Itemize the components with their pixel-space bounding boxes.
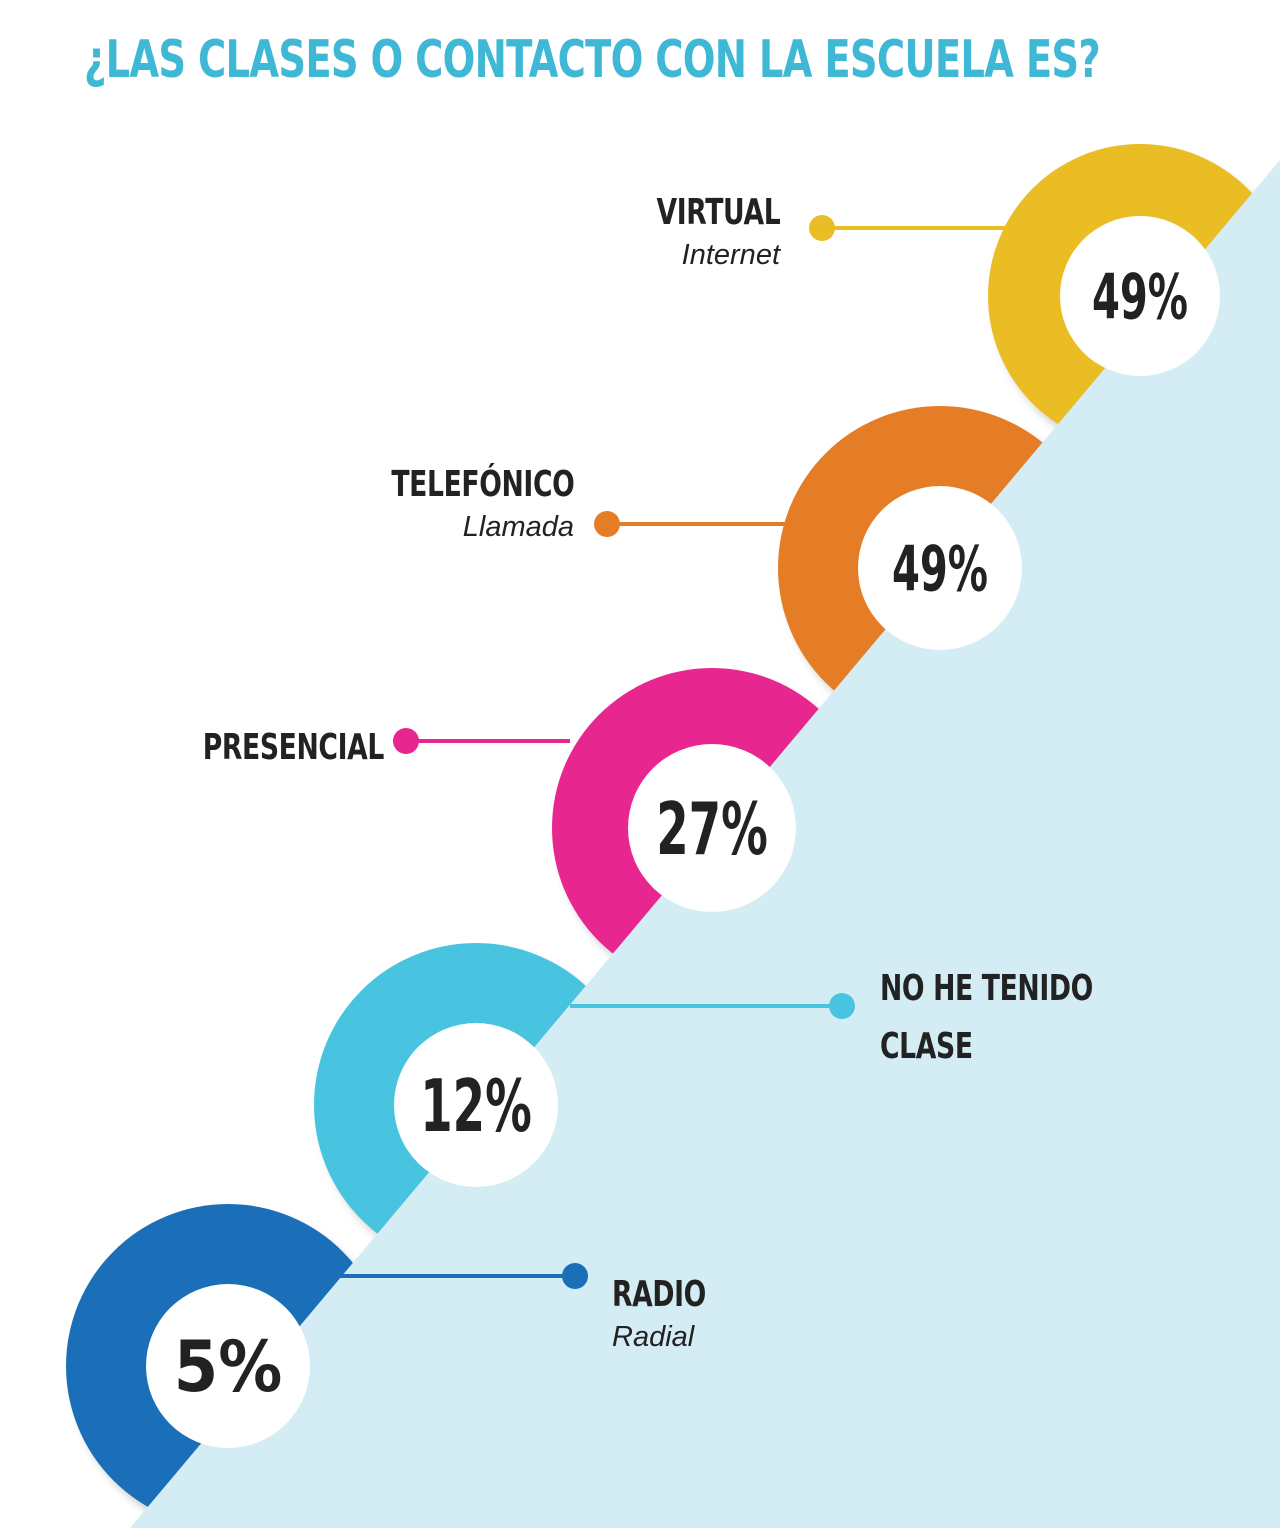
value-circle (394, 1023, 558, 1187)
connector-dot (393, 728, 419, 754)
category-subtitle: Llamada (462, 511, 574, 543)
value-circle (628, 744, 796, 912)
category-name: NO HE TENIDO (880, 968, 1093, 1009)
connector-dot (594, 511, 620, 537)
category-name: RADIO (612, 1274, 706, 1315)
data-label: 49% (892, 532, 988, 605)
category-subtitle: Radial (612, 1321, 695, 1353)
category-label: TELEFÓNICO Llamada (327, 462, 574, 546)
connector-dot (562, 1263, 588, 1289)
category-label: NO HE TENIDO CLASE (880, 960, 1168, 1076)
category-label: PRESENCIAL (139, 725, 385, 771)
value-circle (146, 1284, 310, 1448)
connector-dot (829, 993, 855, 1019)
data-label: 5% (174, 1326, 283, 1408)
category-name: TELEFÓNICO (390, 464, 574, 505)
category-label: RADIO Radial (612, 1272, 739, 1356)
data-label: 49% (1092, 260, 1188, 333)
category-name: PRESENCIAL (202, 727, 385, 768)
data-label: 27% (656, 787, 768, 871)
value-circle (1060, 216, 1220, 376)
category-name: CLASE (880, 1026, 973, 1067)
category-label: VIRTUAL Internet (613, 190, 780, 274)
connector-dot (809, 215, 835, 241)
category-subtitle: Internet (681, 239, 780, 271)
value-circle (858, 486, 1022, 650)
data-label: 12% (420, 1064, 532, 1148)
category-name: VIRTUAL (656, 192, 780, 233)
